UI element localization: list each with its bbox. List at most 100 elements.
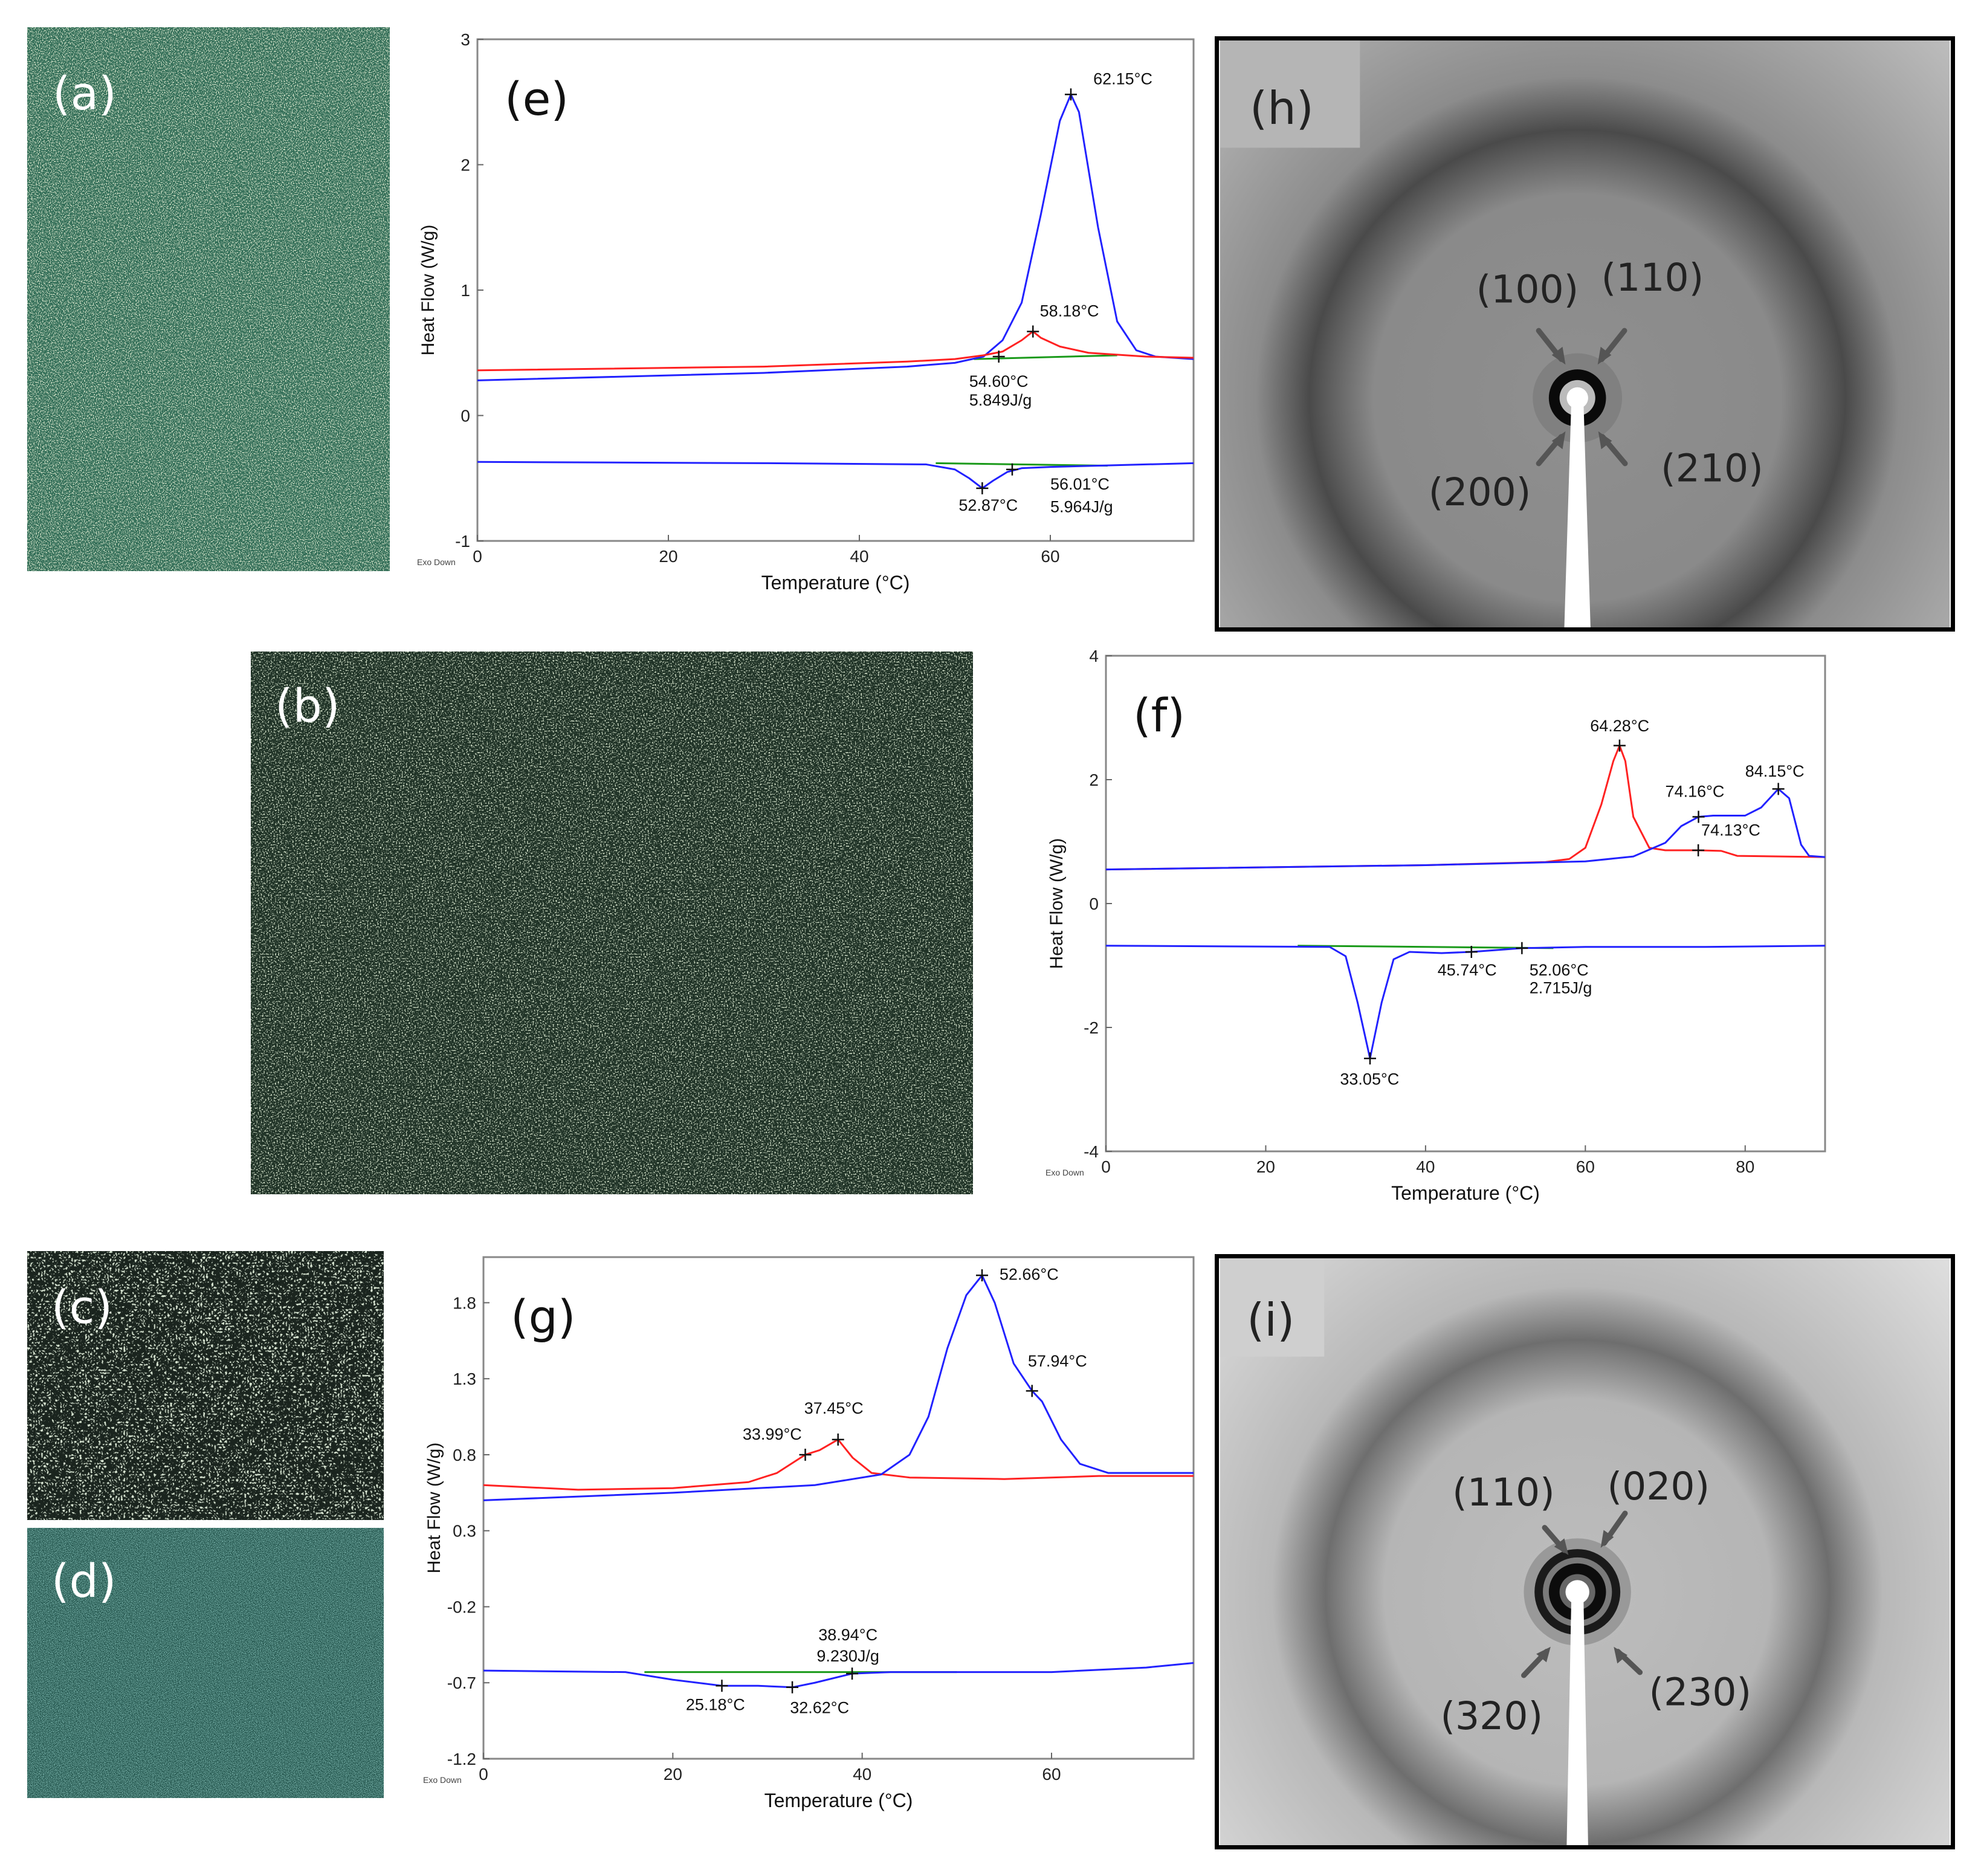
- integration-baseline: [936, 462, 1108, 467]
- series-heating-blue: [477, 93, 1194, 381]
- y-tick-label: -1.2: [447, 1750, 476, 1768]
- x-tick-label: 0: [473, 547, 482, 566]
- y-tick-label: -0.2: [447, 1597, 476, 1616]
- series-heating-red: [1105, 745, 1826, 871]
- y-tick-label: -0.7: [447, 1674, 476, 1692]
- panel-label-b: (b): [275, 679, 340, 733]
- xrd-pattern-i-image: (i) (110) (020) (320) (230): [1220, 1258, 1950, 1845]
- x-axis-label: Temperature (°C): [764, 1790, 913, 1811]
- xrd-pattern-h: (h) (100) (110) (200) (210): [1215, 36, 1955, 632]
- series-cooling-blue: [477, 461, 1194, 490]
- series-cooling-blue: [483, 1662, 1194, 1689]
- plot-frame: [1105, 655, 1826, 1153]
- y-tick-label: 0.8: [453, 1446, 476, 1464]
- peak-label-110: (110): [1452, 1470, 1555, 1515]
- y-tick-label: 4: [1089, 647, 1099, 665]
- micrograph-a-image: [27, 27, 390, 571]
- peak-marker: [1363, 1052, 1376, 1065]
- y-tick-label: 1.3: [453, 1370, 476, 1388]
- integration-baseline: [1298, 945, 1554, 949]
- x-tick-label: 20: [659, 547, 677, 566]
- x-axis-label: Temperature (°C): [1391, 1182, 1540, 1204]
- peak-label-320: (320): [1440, 1693, 1543, 1738]
- peak-annotation: 33.05°C: [1340, 1070, 1399, 1088]
- peak-marker: [1026, 1385, 1038, 1397]
- peak-label-210: (210): [1661, 445, 1763, 490]
- plot-frame: [482, 1256, 1195, 1760]
- panel-label-d: (d): [51, 1554, 117, 1608]
- peak-annotation: 5.964J/g: [1050, 497, 1113, 516]
- panel-label-a: (a): [53, 66, 117, 120]
- peak-annotation: 57.94°C: [1028, 1352, 1087, 1370]
- x-axis-label: Temperature (°C): [761, 572, 910, 594]
- xrd-pattern-i: (i) (110) (020) (320) (230): [1215, 1254, 1955, 1849]
- dsc-chart-f: 0 20 40 60 80 -4 -2 0 2 4 Temperature (°C) Heat Flo…: [1045, 647, 1826, 1204]
- panel-label-i: (i): [1247, 1293, 1294, 1347]
- peak-marker: [1516, 942, 1528, 954]
- y-tick-label: 1.8: [453, 1293, 476, 1312]
- peak-annotation: 38.94°C: [818, 1626, 877, 1644]
- x-tick-label: 0: [1101, 1157, 1111, 1176]
- peak-marker: [1692, 844, 1705, 856]
- peak-annotation: 84.15°C: [1745, 762, 1805, 780]
- series-heating-red: [483, 1438, 1194, 1491]
- peak-label-020: (020): [1607, 1464, 1710, 1509]
- x-tick-label: 60: [1576, 1157, 1595, 1176]
- peak-marker: [1613, 739, 1626, 752]
- peak-label-110: (110): [1601, 255, 1704, 300]
- micrograph-d-image: [27, 1528, 384, 1798]
- y-tick-label: 2: [1089, 771, 1099, 789]
- y-tick-label: -2: [1084, 1018, 1099, 1037]
- exo-down-note: Exo Down: [1045, 1168, 1084, 1177]
- xrd-pattern-h-image: (h) (100) (110) (200) (210): [1220, 40, 1950, 627]
- peak-annotation: 32.62°C: [790, 1699, 849, 1717]
- peak-annotation: 33.99°C: [743, 1425, 802, 1443]
- peak-annotation: 52.66°C: [1000, 1266, 1059, 1284]
- peak-annotation: 58.18°C: [1040, 302, 1099, 320]
- peak-marker: [1465, 945, 1478, 958]
- peak-marker: [786, 1681, 799, 1693]
- panel-label-c: (c): [51, 1280, 113, 1334]
- y-axis-label: Heat Flow (W/g): [1047, 838, 1067, 969]
- peak-annotation: 45.74°C: [1438, 961, 1497, 979]
- micrograph-c-image: [27, 1251, 384, 1520]
- peak-marker: [992, 350, 1005, 363]
- peak-annotation: 56.01°C: [1050, 475, 1110, 493]
- peak-annotation: 2.715J/g: [1530, 979, 1592, 997]
- micrograph-a: (a): [27, 27, 390, 571]
- peak-annotation: 52.06°C: [1530, 961, 1589, 979]
- y-tick-label: 0.3: [453, 1522, 476, 1541]
- micrograph-b-image: [251, 652, 973, 1194]
- peak-annotation: 74.16°C: [1666, 783, 1725, 801]
- x-tick-label: 80: [1736, 1157, 1754, 1176]
- x-tick-label: 0: [479, 1765, 488, 1784]
- micrograph-c: (c): [27, 1251, 384, 1520]
- y-tick-label: 1: [461, 281, 470, 300]
- y-tick-label: -1: [455, 532, 470, 551]
- beam-stop: [1566, 1592, 1588, 1845]
- y-axis-label: Heat Flow (W/g): [424, 1443, 444, 1574]
- peak-annotation: 9.230J/g: [816, 1647, 879, 1665]
- x-tick-label: 60: [1041, 547, 1059, 566]
- x-tick-label: 20: [664, 1765, 682, 1784]
- peak-annotation: 54.60°C: [969, 372, 1029, 390]
- peak-label-200: (200): [1429, 470, 1531, 514]
- peak-label-230: (230): [1649, 1669, 1751, 1714]
- peak-annotation: 64.28°C: [1590, 717, 1649, 735]
- panel-label-e: (e): [505, 72, 569, 126]
- x-tick-label: 40: [1416, 1157, 1435, 1176]
- peak-label-100: (100): [1476, 267, 1579, 312]
- series-heating-red: [477, 330, 1194, 372]
- label-box: [1220, 40, 1360, 148]
- y-tick-label: 3: [461, 30, 470, 49]
- peak-annotation: 25.18°C: [686, 1696, 745, 1714]
- peak-marker: [832, 1433, 844, 1446]
- peak-marker: [976, 1269, 989, 1282]
- y-tick-label: 0: [461, 407, 470, 425]
- beam-stop: [1564, 398, 1591, 627]
- peak-annotation: 52.87°C: [958, 496, 1018, 514]
- peak-marker: [1692, 810, 1705, 823]
- x-tick-label: 40: [850, 547, 868, 566]
- peak-annotation: 5.849J/g: [969, 391, 1032, 409]
